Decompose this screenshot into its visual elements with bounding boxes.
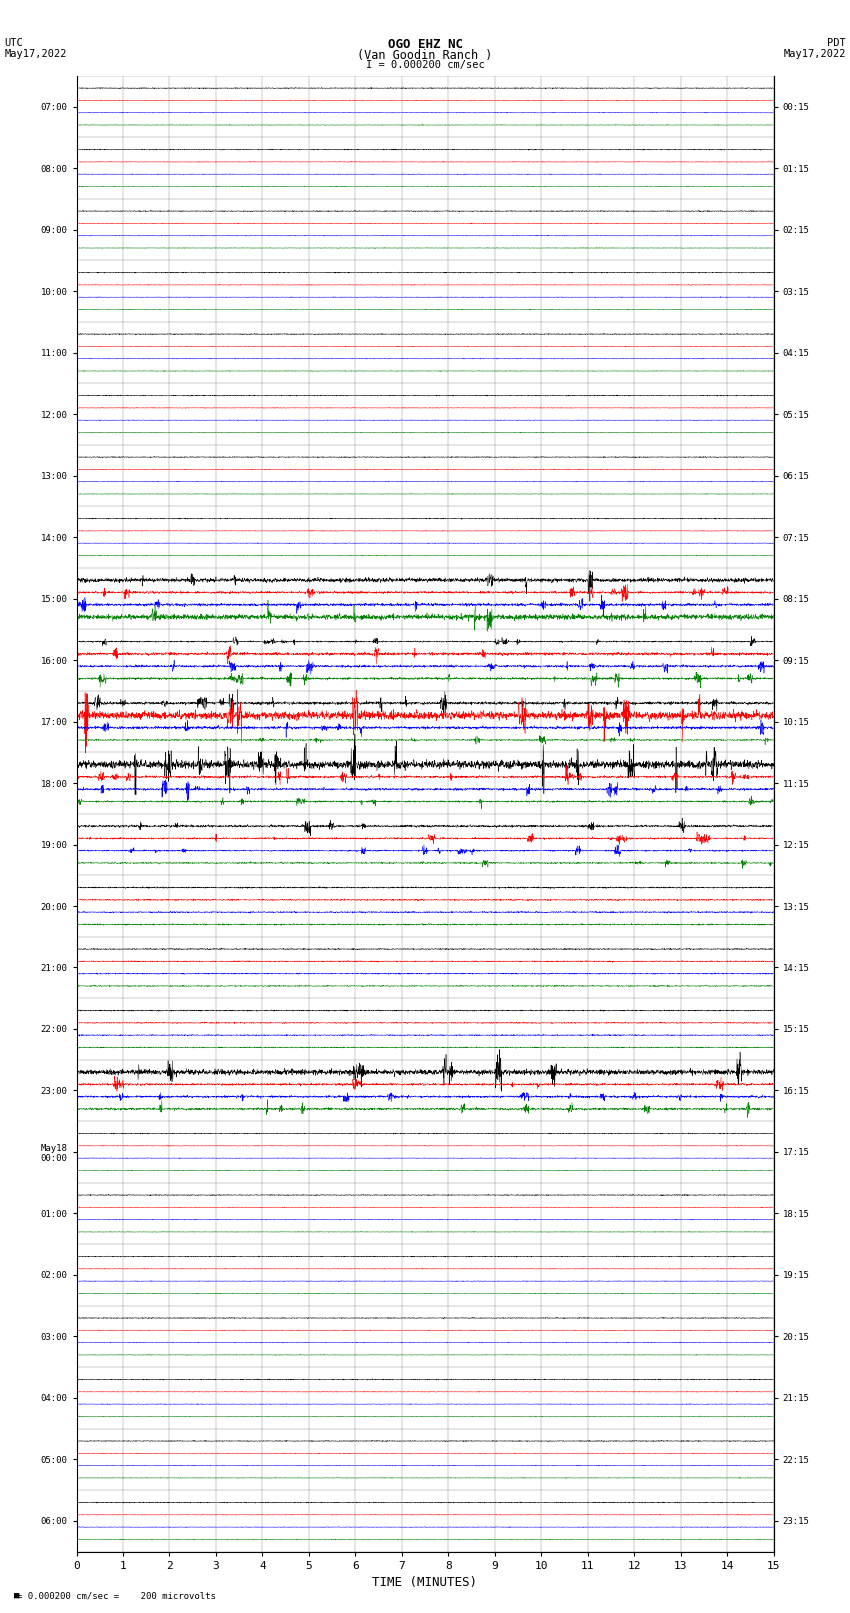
Text: I = 0.000200 cm/sec: I = 0.000200 cm/sec	[366, 60, 484, 71]
Text: May17,2022: May17,2022	[783, 50, 846, 60]
Text: PDT: PDT	[827, 37, 846, 48]
X-axis label: TIME (MINUTES): TIME (MINUTES)	[372, 1576, 478, 1589]
Text: = 0.000200 cm/sec =    200 microvolts: = 0.000200 cm/sec = 200 microvolts	[17, 1590, 216, 1600]
Text: May17,2022: May17,2022	[4, 50, 67, 60]
Text: UTC: UTC	[4, 37, 23, 48]
Text: ■: ■	[14, 1590, 19, 1600]
Text: OGO EHZ NC: OGO EHZ NC	[388, 37, 462, 52]
Text: (Van Goodin Ranch ): (Van Goodin Ranch )	[357, 50, 493, 63]
